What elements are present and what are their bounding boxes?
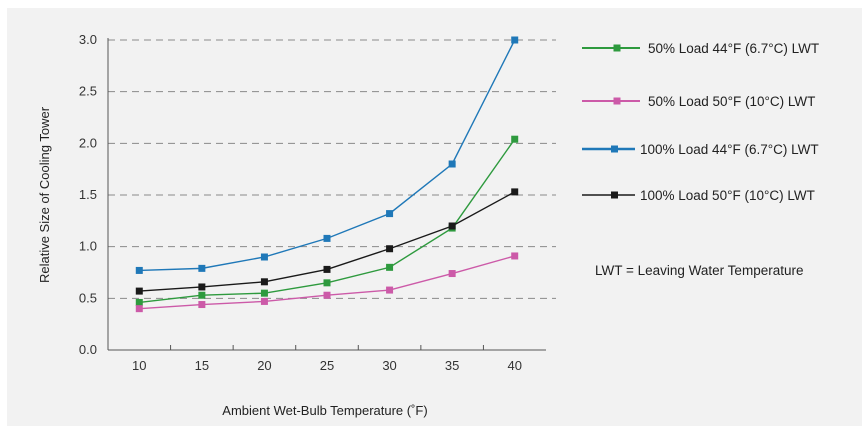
x-tick-label: 40 (507, 358, 521, 373)
y-tick-label: 0.0 (79, 342, 97, 357)
data-point (260, 278, 268, 286)
data-point (448, 222, 456, 230)
legend-marker (611, 145, 618, 153)
legend-marker (613, 97, 621, 105)
x-tick-label: 35 (445, 358, 459, 373)
data-point (260, 253, 268, 261)
series-line (139, 138, 516, 304)
data-point (198, 291, 206, 299)
y-tick-label: 1.5 (79, 187, 97, 202)
y-tick-label: 3.0 (79, 32, 97, 47)
x-axis-title: Ambient Wet-Bulb Temperature (˚F) (222, 403, 427, 418)
data-point (135, 305, 143, 313)
y-tick-label: 2.0 (79, 135, 97, 150)
legend-label: 50% Load 44°F (6.7°C) LWT (648, 41, 819, 56)
data-point (386, 286, 394, 294)
data-point (511, 135, 519, 143)
legend-label: 100% Load 44°F (6.7°C) LWT (640, 142, 819, 157)
data-point (448, 160, 456, 168)
data-point (511, 252, 519, 260)
data-point (135, 287, 143, 295)
legend-marker (611, 191, 618, 199)
legend-marker (613, 44, 621, 52)
data-point (323, 279, 331, 287)
data-point (323, 291, 331, 299)
data-point (511, 188, 519, 196)
data-point (198, 283, 206, 291)
data-point (448, 270, 456, 278)
data-point (511, 36, 519, 44)
data-point (135, 298, 143, 306)
data-point (260, 289, 268, 297)
data-point (386, 210, 394, 218)
data-point (386, 245, 394, 253)
y-tick-label: 2.5 (79, 84, 97, 99)
x-tick-label: 20 (257, 358, 271, 373)
x-tick-label: 15 (195, 358, 209, 373)
y-tick-label: 0.5 (79, 290, 97, 305)
y-tick-label: 1.0 (79, 239, 97, 254)
x-tick-label: 25 (320, 358, 334, 373)
data-point (323, 265, 331, 273)
data-point (198, 264, 206, 272)
x-tick-label: 30 (382, 358, 396, 373)
data-point (135, 266, 143, 274)
chart-panel (7, 8, 862, 426)
data-point (386, 263, 394, 271)
data-point (323, 234, 331, 242)
data-point (198, 301, 206, 309)
x-tick-label: 10 (132, 358, 146, 373)
y-axis-title: Relative Size of Cooling Tower (37, 106, 52, 283)
lwt-annotation: LWT = Leaving Water Temperature (595, 263, 803, 278)
legend-label: 50% Load 50°F (10°C) LWT (648, 94, 815, 109)
legend-label: 100% Load 50°F (10°C) LWT (640, 188, 815, 203)
data-point (260, 297, 268, 305)
